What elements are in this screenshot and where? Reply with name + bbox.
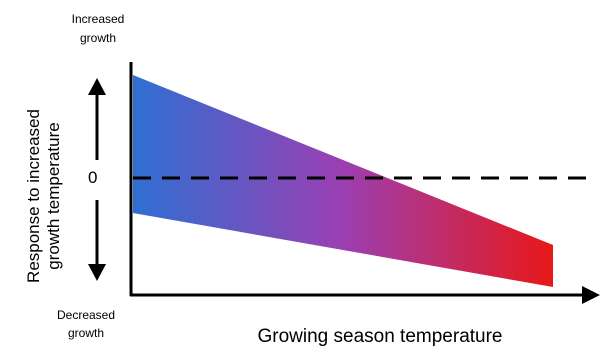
down-arrowhead	[88, 264, 106, 281]
decreased-growth-line-1: Decreased	[56, 308, 116, 322]
decreased-growth-line-2: growth	[67, 326, 105, 340]
up-arrowhead	[88, 78, 106, 95]
zero-label: 0	[88, 168, 98, 187]
x-axis-label: Growing season temperature	[257, 326, 503, 347]
increased-growth-line-1: Increased	[71, 12, 125, 26]
y-axis-label-line-2: growth temperature	[44, 122, 63, 270]
decreased-growth-label: Decreased growth	[46, 306, 126, 342]
increased-growth-line-2: growth	[79, 31, 117, 45]
y-axis-label-line-1: Response to increased	[24, 109, 43, 283]
x-axis-arrowhead	[582, 286, 600, 304]
response-band	[133, 75, 553, 287]
increased-growth-label: Increased growth	[58, 10, 138, 48]
y-axis-label: Response to increased growth temperature	[24, 46, 64, 346]
